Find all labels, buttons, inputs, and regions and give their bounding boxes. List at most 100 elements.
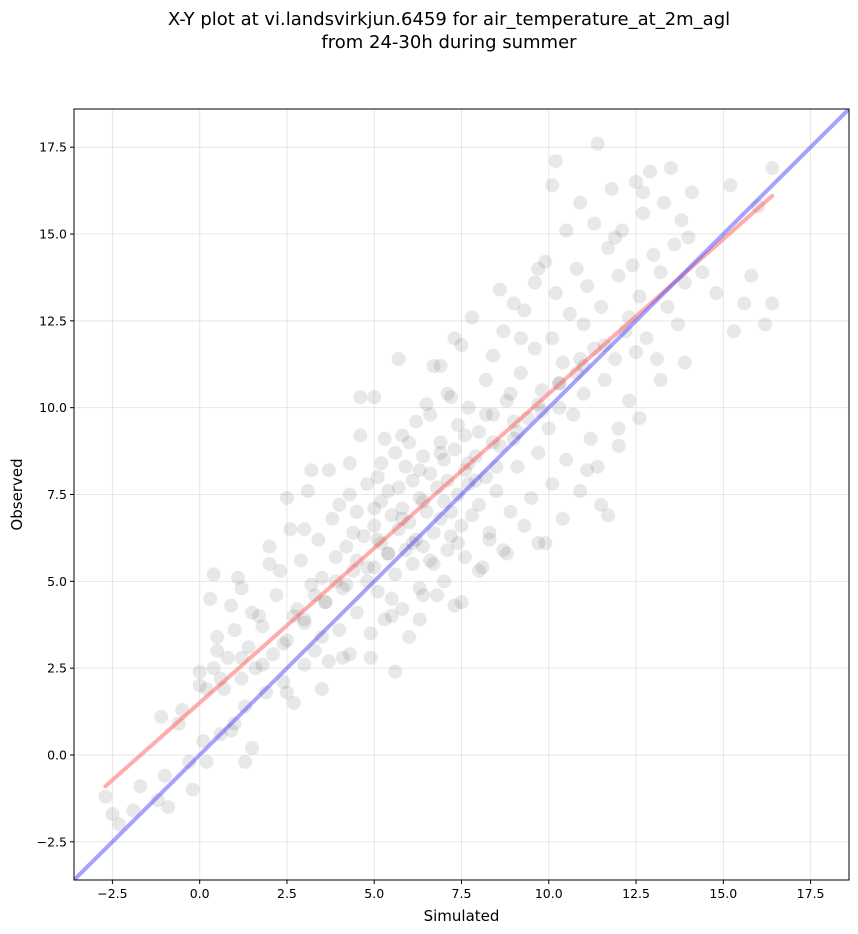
data-point — [398, 459, 413, 474]
data-point — [238, 699, 253, 714]
data-point — [437, 574, 452, 589]
data-point — [513, 331, 528, 346]
data-point — [353, 390, 368, 405]
data-point — [339, 577, 354, 592]
y-tick-label: 12.5 — [39, 313, 67, 328]
data-point — [395, 602, 410, 617]
data-point — [426, 556, 441, 571]
data-point — [471, 424, 486, 439]
x-tick-label: 17.5 — [797, 886, 825, 901]
data-point — [332, 622, 347, 637]
data-point — [318, 595, 333, 610]
data-point — [461, 477, 476, 492]
data-point — [196, 734, 211, 749]
data-point — [405, 556, 420, 571]
data-point — [150, 793, 165, 808]
x-tick-label: 12.5 — [622, 886, 650, 901]
data-point — [629, 174, 644, 189]
data-point — [377, 431, 392, 446]
y-axis-label: Observed — [8, 458, 26, 530]
data-point — [475, 560, 490, 575]
data-point — [653, 265, 668, 280]
data-point — [227, 716, 242, 731]
data-point — [625, 258, 640, 273]
data-point — [444, 529, 459, 544]
data-point — [391, 480, 406, 495]
data-point — [538, 254, 553, 269]
data-point — [471, 563, 486, 578]
data-point — [440, 543, 455, 558]
data-point — [374, 456, 389, 471]
grid — [74, 109, 849, 880]
data-point — [262, 556, 277, 571]
data-point — [279, 490, 294, 505]
data-point — [161, 800, 176, 815]
data-point — [454, 518, 469, 533]
data-point — [663, 161, 678, 176]
data-point — [681, 230, 696, 245]
data-point — [611, 438, 626, 453]
data-point — [559, 452, 574, 467]
data-point — [349, 605, 364, 620]
y-tick-label: 0.0 — [47, 747, 67, 762]
data-point — [433, 435, 448, 450]
data-point — [482, 525, 497, 540]
data-point — [300, 484, 315, 499]
data-point — [503, 504, 518, 519]
data-point — [670, 317, 685, 332]
data-point — [409, 414, 424, 429]
data-point — [363, 626, 378, 641]
y-tick-label: 5.0 — [47, 574, 67, 589]
data-point — [318, 595, 333, 610]
data-point — [388, 567, 403, 582]
data-point — [541, 421, 556, 436]
data-point — [293, 553, 308, 568]
data-point — [590, 136, 605, 151]
data-point — [314, 570, 329, 585]
data-point — [649, 352, 664, 367]
data-point — [304, 577, 319, 592]
data-point — [342, 647, 357, 662]
data-point — [545, 331, 560, 346]
data-point — [412, 490, 427, 505]
data-point — [656, 195, 671, 210]
data-point — [349, 504, 364, 519]
data-point — [646, 247, 661, 262]
data-point — [765, 161, 780, 176]
data-point — [388, 664, 403, 679]
y-tick-label: 17.5 — [39, 140, 67, 155]
data-point — [370, 584, 385, 599]
data-point — [314, 681, 329, 696]
data-point — [265, 647, 280, 662]
data-point — [440, 386, 455, 401]
data-point — [311, 532, 326, 547]
data-point — [224, 598, 239, 613]
data-point — [356, 529, 371, 544]
data-point — [423, 466, 438, 481]
data-point — [286, 695, 301, 710]
data-point — [395, 501, 410, 516]
data-point — [527, 341, 542, 356]
data-point — [604, 181, 619, 196]
data-point — [203, 591, 218, 606]
data-point — [454, 595, 469, 610]
data-point — [590, 459, 605, 474]
data-point — [677, 355, 692, 370]
data-point — [430, 588, 445, 603]
data-point — [412, 581, 427, 596]
data-point — [210, 643, 225, 658]
data-point — [416, 494, 431, 509]
data-point — [388, 445, 403, 460]
data-point — [531, 536, 546, 551]
data-point — [259, 685, 274, 700]
data-point — [548, 286, 563, 301]
axis-ticks: −2.5 0.0 2.5 5.0 7.5 10.0 12.5 15.0 17.5 −2.5 0.0 2… — [37, 140, 825, 901]
data-point — [632, 289, 647, 304]
data-point — [608, 230, 623, 245]
data-point — [381, 546, 396, 561]
data-point — [765, 296, 780, 311]
x-axis-label: Simulated — [424, 907, 500, 925]
data-point — [105, 807, 120, 822]
data-point — [279, 685, 294, 700]
data-point — [405, 473, 420, 488]
